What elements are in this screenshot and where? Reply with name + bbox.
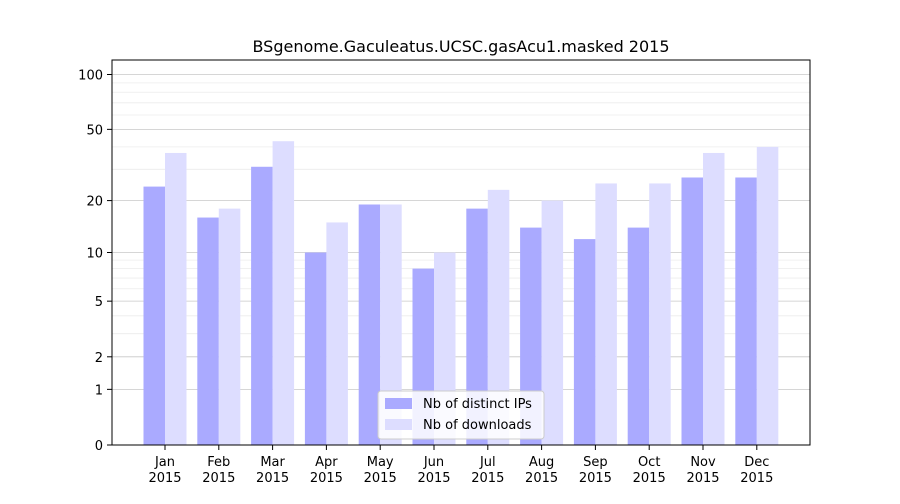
y-tick-label: 0 <box>95 439 103 454</box>
y-tick-label: 100 <box>78 69 103 84</box>
legend-box <box>377 390 545 440</box>
x-tick-label-month: Sep <box>583 455 608 470</box>
bar-downloads <box>218 208 241 445</box>
x-tick-label-month: Jul <box>479 455 496 470</box>
x-axis: Jan2015Feb2015Mar2015Apr2015May2015Jun20… <box>148 445 773 486</box>
legend: Nb of distinct IPs Nb of downloads <box>377 390 545 440</box>
y-tick-label: 50 <box>86 123 103 138</box>
bar-distinct-ips <box>573 239 596 445</box>
x-tick-label-month: Jun <box>423 455 444 470</box>
x-tick-label-month: Feb <box>207 455 230 470</box>
y-tick-label: 10 <box>86 247 103 262</box>
bar-downloads <box>380 204 402 445</box>
x-tick-label-year: 2015 <box>471 471 504 486</box>
bar-downloads <box>756 146 779 445</box>
bar-downloads <box>703 152 725 445</box>
x-tick-label-month: Jan <box>154 455 175 470</box>
bar-distinct-ips <box>735 177 757 445</box>
y-tick-label: 20 <box>86 195 103 210</box>
bar-distinct-ips <box>304 252 327 445</box>
bar-distinct-ips <box>466 208 488 445</box>
x-tick-label-year: 2015 <box>525 471 558 486</box>
bar-distinct-ips <box>251 166 273 446</box>
bar-downloads <box>165 152 187 445</box>
x-tick-label-month: May <box>367 455 394 470</box>
x-tick-label-month: Aug <box>529 455 554 470</box>
bar-downloads <box>487 189 510 445</box>
x-tick-label-year: 2015 <box>633 471 666 486</box>
bar-distinct-ips <box>681 177 703 445</box>
bar-distinct-ips <box>143 186 165 445</box>
x-tick-label-year: 2015 <box>364 471 397 486</box>
x-tick-label-month: Apr <box>315 455 338 470</box>
bar-downloads <box>649 183 671 445</box>
legend-label: Nb of distinct IPs <box>423 397 532 412</box>
x-tick-label-year: 2015 <box>148 471 181 486</box>
bar-distinct-ips <box>627 227 650 445</box>
y-axis: 0 1 2 5 10 20 50 100 <box>78 69 112 454</box>
bar-distinct-ips <box>197 217 219 445</box>
chart-title: BSgenome.Gaculeatus.UCSC.gasAcu1.masked … <box>252 37 669 56</box>
x-tick-label-year: 2015 <box>579 471 612 486</box>
bar-downloads <box>272 141 295 446</box>
x-tick-label-month: Nov <box>690 455 716 470</box>
bar-distinct-ips <box>358 204 381 445</box>
bar-downloads <box>326 222 348 445</box>
x-tick-label-year: 2015 <box>310 471 343 486</box>
y-tick-label: 2 <box>95 351 103 366</box>
x-tick-label-year: 2015 <box>256 471 289 486</box>
x-tick-label-year: 2015 <box>202 471 235 486</box>
legend-label: Nb of downloads <box>423 418 532 433</box>
x-tick-label-year: 2015 <box>740 471 773 486</box>
legend-swatch <box>385 419 412 430</box>
x-tick-label-month: Oct <box>638 455 660 470</box>
x-tick-label-month: Mar <box>260 455 285 470</box>
bar-downloads <box>541 200 564 445</box>
y-tick-label: 5 <box>95 295 103 310</box>
x-tick-label-month: Dec <box>744 455 769 470</box>
legend-swatch <box>385 398 412 409</box>
x-tick-label-year: 2015 <box>417 471 450 486</box>
x-tick-label-year: 2015 <box>686 471 719 486</box>
y-tick-label: 1 <box>95 383 103 398</box>
bar-downloads <box>595 183 617 445</box>
